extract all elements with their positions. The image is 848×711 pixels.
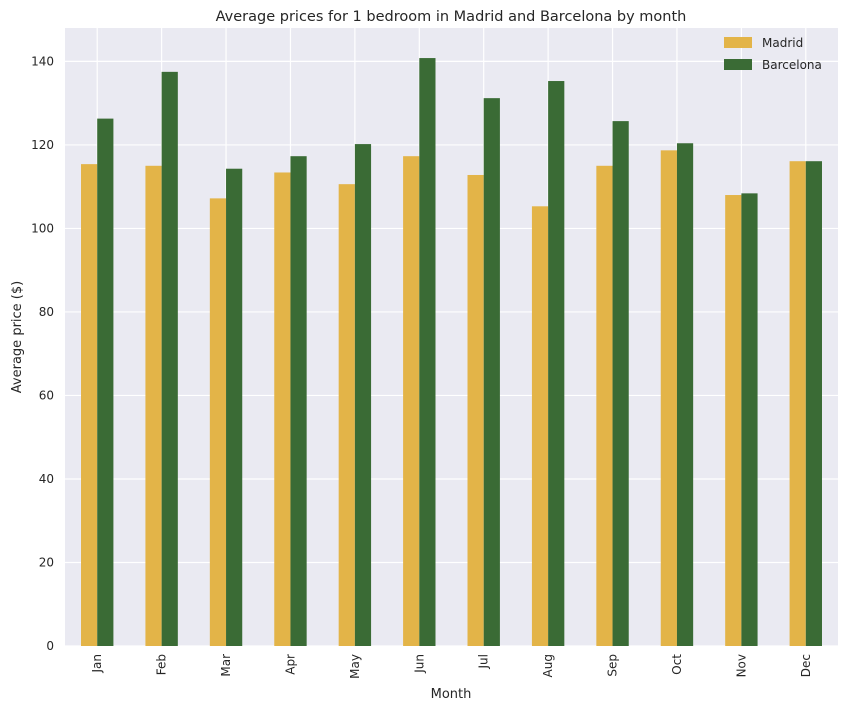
barcelona-bar-apr: [290, 156, 307, 646]
y-axis-label: Average price ($): [10, 281, 25, 393]
madrid-bar-oct: [660, 150, 677, 646]
barcelona-bar-jul: [483, 98, 500, 646]
plot-area: [65, 28, 838, 646]
barcelona-bar-mar: [226, 168, 243, 646]
x-tick-label: Sep: [606, 654, 620, 677]
madrid-bar-jan: [81, 164, 98, 647]
bars: [81, 58, 822, 647]
barcelona-bar-nov: [741, 193, 758, 646]
chart-title: Average prices for 1 bedroom in Madrid a…: [216, 9, 687, 25]
x-tick-label: Feb: [155, 654, 169, 675]
x-tick-label: Aug: [541, 654, 555, 677]
x-tick-label: Mar: [219, 654, 233, 677]
legend: Madrid Barcelona: [724, 36, 822, 72]
barcelona-bar-feb: [161, 71, 178, 646]
x-axis-ticks: Jan Feb Mar Apr May Jun Jul Aug Sep Oct Nov Dec: [90, 654, 813, 679]
legend-swatch: [724, 59, 752, 70]
barcelona-bar-may: [354, 144, 372, 646]
madrid-bar-nov: [725, 195, 742, 646]
y-tick-label: 20: [39, 555, 54, 569]
y-tick-label: 0: [46, 639, 54, 653]
y-axis-ticks: 0 20 40 60 80 100 120 140: [31, 54, 54, 653]
madrid-bar-sep: [596, 165, 613, 646]
y-tick-label: 120: [31, 138, 54, 152]
x-tick-label: Apr: [283, 654, 297, 675]
x-axis-label: Month: [431, 687, 472, 702]
x-tick-label: May: [348, 654, 362, 679]
barcelona-bar-jun: [419, 58, 436, 646]
x-tick-label: Jul: [477, 654, 491, 669]
barcelona-bar-jan: [97, 118, 114, 646]
legend-swatch: [724, 37, 752, 48]
x-tick-label: Oct: [670, 654, 684, 675]
barcelona-bar-oct: [676, 143, 694, 646]
madrid-bar-aug: [531, 206, 549, 647]
barcelona-bar-sep: [612, 121, 629, 647]
y-tick-label: 40: [39, 472, 54, 486]
y-tick-label: 60: [39, 388, 54, 402]
barcelona-bar-dec: [805, 161, 822, 647]
y-tick-label: 100: [31, 221, 54, 235]
y-tick-label: 140: [31, 54, 54, 68]
madrid-bar-dec: [789, 161, 806, 647]
madrid-bar-may: [338, 184, 355, 646]
madrid-bar-apr: [274, 172, 291, 646]
legend-label: Barcelona: [762, 58, 822, 72]
madrid-bar-jun: [403, 156, 420, 646]
x-tick-label: Jan: [90, 654, 104, 674]
madrid-bar-feb: [145, 165, 162, 646]
x-tick-label: Dec: [799, 654, 813, 677]
legend-label: Madrid: [762, 36, 803, 50]
madrid-bar-mar: [209, 198, 227, 647]
madrid-bar-jul: [467, 174, 484, 647]
barcelona-bar-aug: [548, 81, 565, 647]
x-tick-label: Jun: [412, 654, 426, 674]
y-tick-label: 80: [39, 305, 54, 319]
x-tick-label: Nov: [734, 654, 748, 677]
